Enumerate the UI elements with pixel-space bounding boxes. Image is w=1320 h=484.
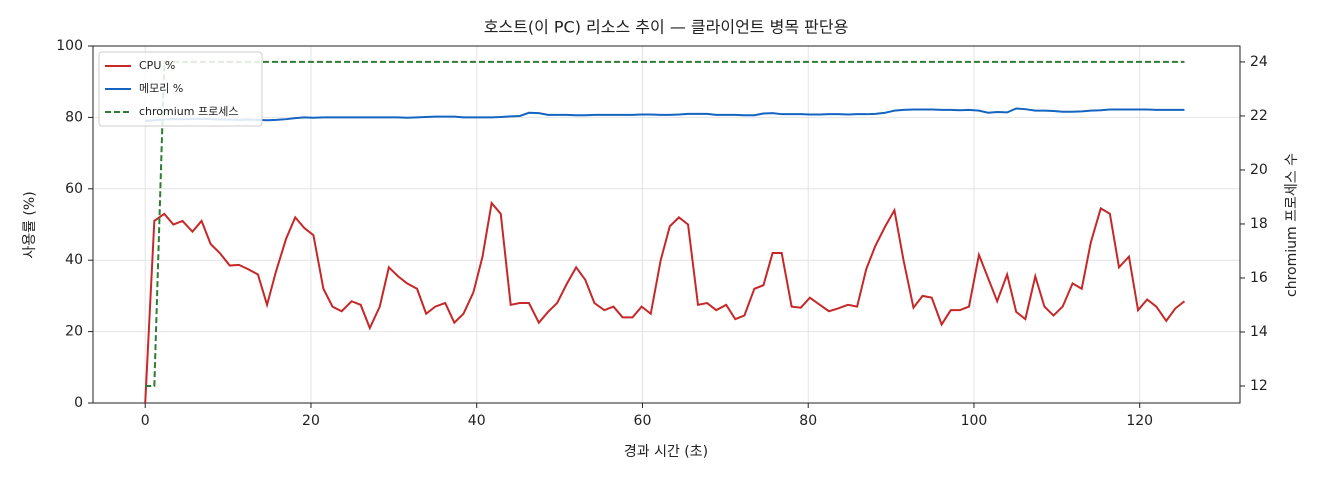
x-tick-label: 0 — [141, 413, 150, 429]
x-tick-label: 120 — [1126, 413, 1153, 429]
y2-tick-label: 24 — [1250, 54, 1268, 70]
legend-label: 메모리 % — [139, 82, 183, 95]
y2-tick-label: 20 — [1250, 162, 1268, 178]
y-axis-label: 사용률 (%) — [22, 191, 38, 258]
legend-box — [98, 51, 263, 127]
chart-title: 호스트(이 PC) 리소스 추이 — 클라이언트 병목 판단용 — [484, 18, 849, 37]
x-axis-label: 경과 시간 (초) — [624, 444, 708, 460]
series-line — [145, 60, 1185, 387]
y2-tick-label: 22 — [1250, 108, 1268, 124]
legend-label: CPU % — [139, 59, 175, 72]
y-tick-label: 40 — [65, 252, 83, 268]
y2-axis-label: chromium 프로세스 수 — [1284, 153, 1300, 297]
x-tick-label: 80 — [799, 413, 817, 429]
y2-tick-label: 16 — [1250, 270, 1268, 286]
y2-tick-label: 14 — [1250, 324, 1268, 340]
y2-tick-label: 18 — [1250, 216, 1268, 232]
y-tick-label: 60 — [65, 181, 83, 197]
x-tick-label: 60 — [634, 413, 652, 429]
series-line — [145, 107, 1185, 122]
y2-tick-label: 12 — [1250, 378, 1268, 394]
plot-frame — [92, 45, 1241, 404]
x-tick-label: 20 — [302, 413, 320, 429]
series-line — [144, 200, 1186, 404]
y-tick-label: 100 — [56, 38, 83, 54]
y-tick-label: 0 — [74, 395, 83, 411]
legend-label: chromium 프로세스 — [139, 105, 238, 118]
y-tick-label: 20 — [65, 324, 83, 340]
x-tick-label: 100 — [961, 413, 988, 429]
y-tick-label: 80 — [65, 109, 83, 125]
x-tick-label: 40 — [468, 413, 486, 429]
